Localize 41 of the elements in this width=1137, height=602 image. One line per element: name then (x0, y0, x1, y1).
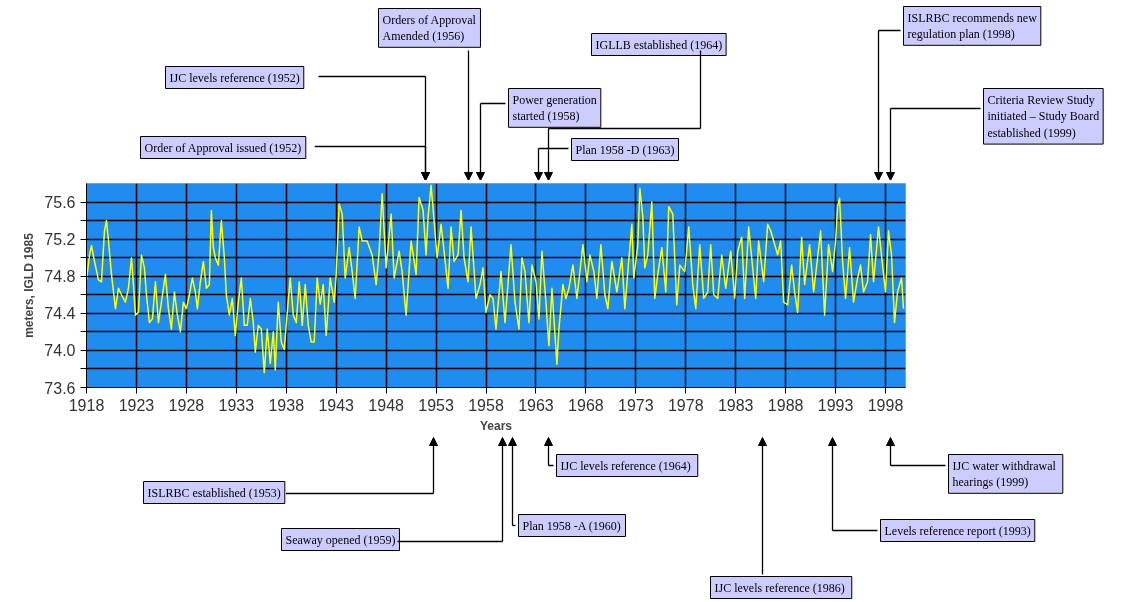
x-tick-label: 1918 (68, 396, 105, 414)
text: Plan 1958 -D (1963) (575, 142, 675, 157)
text: IJC levels reference (1986) (714, 580, 845, 595)
y-tick-label: 74.0 (44, 342, 76, 360)
y-axis-title: meters, IGLD 1985 (22, 232, 37, 338)
x-tick-label: 1958 (468, 396, 504, 414)
text: Order of Approval issued (1952) (144, 140, 302, 155)
x-tick-label: 1938 (268, 396, 305, 414)
x-tick-label: 1983 (717, 396, 754, 414)
y-tick-label: 74.8 (44, 268, 76, 286)
text: ISLRBC established (1953) (147, 485, 281, 500)
x-tick-label: 1943 (318, 396, 355, 414)
x-axis-title: Years (479, 418, 513, 433)
x-tick-label: 1963 (518, 396, 554, 414)
x-tick-label: 1968 (568, 396, 604, 414)
y-tick-label: 73.6 (44, 379, 76, 397)
text: Orders of Approval Amended (1956) (382, 12, 477, 44)
x-tick-label: 1988 (767, 396, 804, 414)
x-tick-label: 1998 (867, 396, 904, 414)
text: Criteria Review Study initiated – Study Board established (1999) (987, 92, 1100, 141)
text: Power generation started (1958) (512, 92, 597, 124)
y-tick-label: 75.2 (44, 231, 76, 249)
x-tick-label: 1978 (667, 396, 704, 414)
x-tick-label: 1948 (368, 396, 405, 414)
x-tick-label: 1923 (118, 396, 155, 414)
y-tick-label: 75.6 (44, 194, 76, 212)
text: IGLLB established (1964) (595, 37, 723, 52)
text: IJC levels reference (1952) (169, 70, 300, 85)
x-tick-label: 1933 (218, 396, 255, 414)
text: IJC water withdrawal hearings (1999) (952, 458, 1057, 490)
x-tick-label: 1928 (168, 396, 205, 414)
x-tick-label: 1953 (418, 396, 454, 414)
text: Levels reference report (1993) (884, 523, 1031, 538)
text: Seaway opened (1959) (285, 532, 396, 547)
text: ISLRBC recommends new regulation plan (1998) (907, 10, 1038, 42)
x-tick-label: 1973 (618, 396, 654, 414)
y-tick-label: 74.4 (44, 305, 76, 323)
text: IJC levels reference (1964) (560, 458, 691, 473)
text: Plan 1958 -A (1960) (522, 518, 621, 533)
x-tick-label: 1993 (817, 396, 854, 414)
line-series (86, 184, 905, 374)
